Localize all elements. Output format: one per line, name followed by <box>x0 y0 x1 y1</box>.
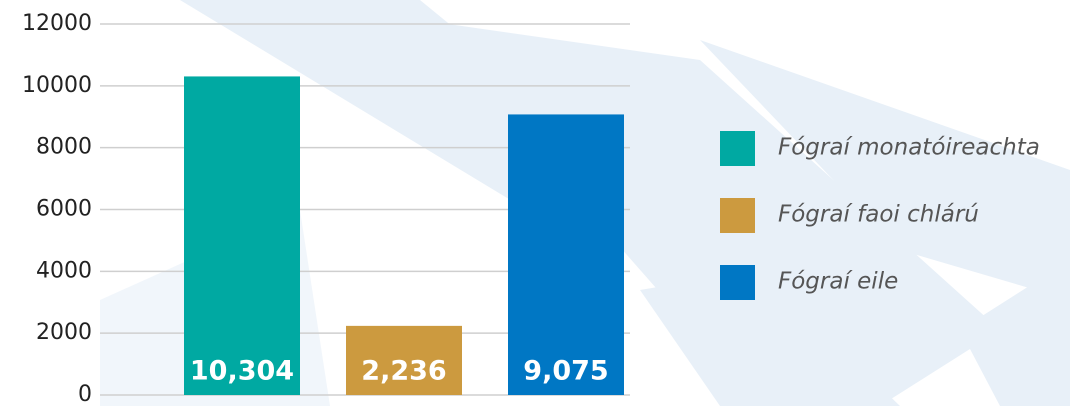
y-tick-label: 10000 <box>22 73 92 98</box>
value-label: 9,075 <box>523 356 608 387</box>
y-tick-label: 8000 <box>36 135 92 160</box>
bar <box>346 325 462 395</box>
bar <box>508 114 624 396</box>
value-label: 2,236 <box>361 356 446 387</box>
bg-shape <box>640 270 900 406</box>
bg-shape <box>700 40 1070 300</box>
value-label: 10,304 <box>190 356 294 387</box>
legend-swatch <box>720 198 755 233</box>
bar <box>184 76 300 396</box>
bg-shape <box>960 260 1070 406</box>
y-tick-label: 0 <box>78 382 92 406</box>
legend-label: Fógraí eile <box>778 269 898 295</box>
y-tick-label: 4000 <box>36 258 92 283</box>
y-tick-label: 12000 <box>22 11 92 36</box>
legend-swatch <box>720 131 755 166</box>
legend-label: Fógraí monatóireachta <box>778 135 1040 161</box>
legend-label: Fógraí faoi chlárú <box>778 202 979 228</box>
y-tick-label: 2000 <box>36 320 92 345</box>
y-tick-label: 6000 <box>36 197 92 222</box>
legend-swatch <box>720 265 755 300</box>
